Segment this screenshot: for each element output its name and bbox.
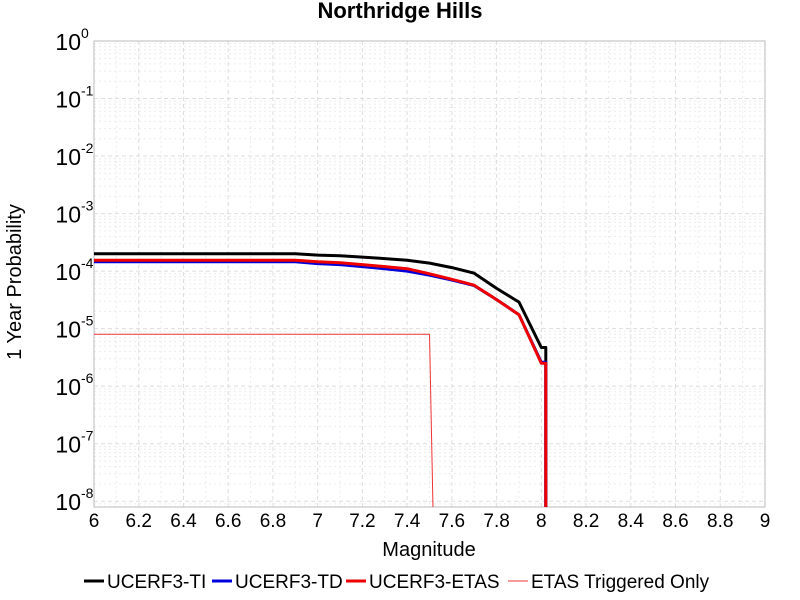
- y-tick-exponent: -8: [81, 485, 94, 501]
- y-tick-label: 10 -5: [55, 313, 93, 343]
- x-tick-labels: 6 6.2 6.4 6.6 6.8 7 7.2 7.4 7.6 7.8 8 8.2 8.4 8.6 8.8 9: [89, 511, 771, 532]
- y-tick-base: 10: [55, 29, 81, 55]
- x-tick-label: 9: [760, 511, 771, 532]
- y-tick-exponent: -6: [81, 370, 94, 386]
- y-tick-label: 10 -6: [55, 370, 93, 400]
- y-tick-exponent: -1: [81, 83, 94, 99]
- x-tick-label: 8.4: [618, 511, 645, 532]
- x-tick-label: 6.8: [260, 511, 286, 532]
- y-tick-label: 10 -1: [55, 83, 93, 113]
- x-tick-label: 7.8: [483, 511, 509, 532]
- x-tick-label: 6.6: [215, 511, 241, 532]
- y-tick-exponent: -2: [81, 140, 94, 156]
- x-tick-label: 6: [89, 511, 100, 532]
- chart-title: Northridge Hills: [317, 0, 482, 23]
- y-tick-base: 10: [55, 489, 81, 515]
- legend-item: ETAS Triggered Only: [508, 572, 710, 593]
- x-tick-label: 8.2: [573, 511, 599, 532]
- y-tick-base: 10: [55, 432, 81, 458]
- legend-item: UCERF3-TI: [84, 572, 206, 593]
- x-tick-label: 7: [312, 511, 323, 532]
- x-tick-label: 7.6: [439, 511, 465, 532]
- x-tick-label: 8.6: [662, 511, 688, 532]
- y-tick-base: 10: [55, 259, 81, 285]
- y-tick-exponent: -7: [81, 428, 94, 444]
- x-tick-label: 7.4: [394, 511, 421, 532]
- x-tick-label: 8: [536, 511, 547, 532]
- y-tick-exponent: -4: [81, 255, 94, 271]
- y-tick-label: 10 -4: [55, 255, 93, 285]
- x-axis-label: Magnitude: [382, 539, 475, 561]
- series-line-etas-triggered-only: [94, 333, 434, 507]
- y-axis-label: 1 Year Probability: [4, 204, 26, 360]
- x-tick-label: 6.2: [126, 511, 152, 532]
- y-tick-base: 10: [55, 374, 81, 400]
- legend: UCERF3-TI UCERF3-TD UCERF3-ETAS ETAS Trigge…: [84, 572, 710, 593]
- y-tick-label: 10 -7: [55, 428, 93, 458]
- y-tick-label: 10 -8: [55, 485, 93, 515]
- legend-item: UCERF3-ETAS: [346, 572, 500, 593]
- x-tick-label: 8.8: [707, 511, 733, 532]
- legend-item: UCERF3-TD: [212, 572, 343, 593]
- y-tick-base: 10: [55, 144, 81, 170]
- y-tick-exponent: -5: [81, 313, 94, 329]
- series-line-ucerf3-etas: [94, 258, 548, 507]
- series-layer: [94, 252, 548, 507]
- y-tick-label: 10 0: [55, 25, 89, 55]
- plot-frame: [93, 40, 766, 508]
- legend-label: UCERF3-TI: [107, 572, 206, 593]
- y-tick-label: 10 -2: [55, 140, 93, 170]
- y-tick-exponent: -3: [81, 198, 94, 214]
- y-tick-exponent: 0: [81, 25, 89, 41]
- y-tick-label: 10 -3: [55, 198, 93, 228]
- y-tick-base: 10: [55, 202, 81, 228]
- legend-label: UCERF3-ETAS: [369, 572, 500, 593]
- legend-label: ETAS Triggered Only: [531, 572, 710, 593]
- series-line-ucerf3-ti: [94, 252, 548, 507]
- legend-label: UCERF3-TD: [235, 572, 343, 593]
- y-tick-base: 10: [55, 317, 81, 343]
- x-tick-label: 6.4: [170, 511, 197, 532]
- y-tick-base: 10: [55, 87, 81, 113]
- x-tick-label: 7.2: [349, 511, 375, 532]
